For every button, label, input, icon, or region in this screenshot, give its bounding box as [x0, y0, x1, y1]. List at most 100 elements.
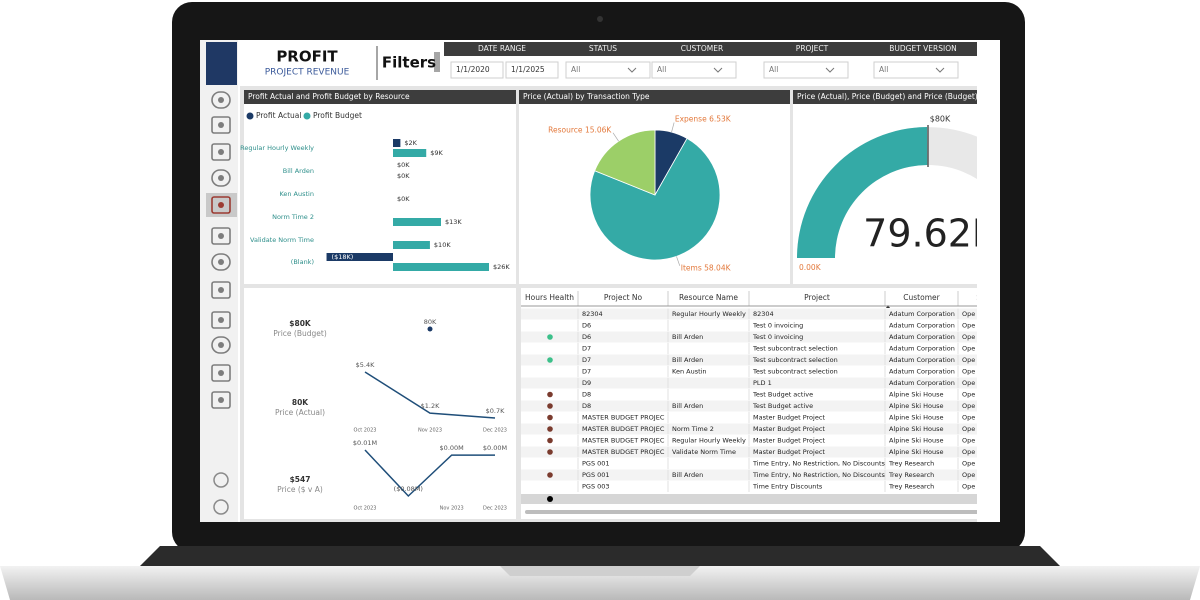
- nav-arrow: [213, 499, 229, 515]
- category-label: (Blank): [291, 258, 314, 266]
- category-label: Bill Arden: [283, 167, 314, 175]
- table-cell: PGS 001: [582, 471, 610, 479]
- filters-label: Filters: [382, 54, 436, 72]
- leader-line: [671, 122, 675, 133]
- nav-icon-dot: [218, 397, 224, 403]
- table-cell: Ope: [962, 414, 975, 422]
- kpi-value: 80K: [292, 398, 309, 407]
- table-cell: D8: [582, 391, 591, 399]
- table-cell: PGS 001: [582, 460, 610, 468]
- table-cell: Adatum Corporation: [889, 333, 955, 341]
- nav-icon: [211, 91, 231, 109]
- hinge: [140, 546, 1060, 566]
- nav-icon: [211, 281, 231, 299]
- table-cell: Validate Norm Time: [672, 448, 736, 456]
- kpi-title: Price (Budget): [273, 329, 327, 338]
- filter-label: STATUS: [589, 44, 617, 53]
- logo: [206, 42, 237, 85]
- table-cell: Ope: [962, 345, 975, 353]
- table-cell: D6: [582, 322, 591, 330]
- scrollbar: [525, 510, 977, 514]
- pie-label: Expense 6.53K: [675, 115, 732, 124]
- legend-swatch: [246, 112, 254, 120]
- column-header: Resource Name: [679, 293, 738, 302]
- category-label: Validate Norm Time: [250, 236, 314, 244]
- point-label: $0.00M: [440, 444, 464, 452]
- health-dot: [547, 334, 553, 340]
- x-tick-label: Dec 2023: [483, 506, 507, 512]
- date-from: 1/1/2020: [456, 65, 490, 74]
- legend-label: Profit Actual: [256, 111, 301, 120]
- table-cell: Test subcontract selection: [752, 368, 838, 376]
- table-cell: Alpine Ski House: [889, 391, 944, 399]
- kpi-value: $80K: [289, 319, 312, 328]
- table-cell: Regular Hourly Weekly: [672, 310, 746, 318]
- table-cell: D6: [582, 333, 591, 341]
- dropdown-chevron: [935, 67, 945, 73]
- leader-line: [676, 256, 681, 266]
- health-dot: [547, 414, 553, 421]
- health-dot: [547, 449, 553, 455]
- column-header: Stat: [976, 293, 991, 302]
- bar-label: $0K: [397, 195, 410, 203]
- pie-category: Items: [681, 264, 702, 273]
- kpi-value: $547: [290, 475, 311, 484]
- x-tick-label: Oct 2023: [354, 428, 377, 434]
- nav-icon: [211, 169, 231, 187]
- table-cell: Ope: [962, 471, 975, 479]
- table-cell: 82304: [582, 310, 603, 318]
- point-label: 80K: [424, 318, 437, 326]
- nav-icon: [211, 253, 231, 271]
- health-dot: [547, 391, 553, 398]
- total-health-dot: [547, 496, 553, 502]
- table-cell: Test 0 invoicing: [752, 322, 803, 330]
- nav-icon-dot: [218, 259, 224, 265]
- nav-icon-dot: [218, 122, 224, 128]
- bar: [393, 218, 441, 226]
- pie-label: Resource 15.06K: [548, 125, 612, 134]
- point-label: $0.00M: [483, 444, 507, 452]
- legend-label: Profit Budget: [313, 111, 362, 120]
- table-cell: Ope: [962, 483, 975, 491]
- table-cell: Bill Arden: [672, 471, 703, 479]
- table-cell: MASTER BUDGET PROJEC: [582, 437, 665, 445]
- table-cell: Bill Arden: [672, 333, 703, 341]
- gauge-target-label: $80K: [930, 115, 951, 124]
- table-cell: Ope: [962, 310, 975, 318]
- dropdown: [565, 61, 651, 79]
- table-cell: MASTER BUDGET PROJEC: [582, 414, 665, 422]
- table-cell: Adatum Corporation: [889, 356, 955, 364]
- bar-label: $10K: [434, 241, 451, 249]
- table-cell: MASTER BUDGET PROJEC: [582, 425, 665, 433]
- table-cell: Adatum Corporation: [889, 310, 955, 318]
- table-cell: Ope: [962, 368, 975, 376]
- health-dot: [547, 472, 553, 478]
- bar-label: $0K: [397, 172, 410, 180]
- pie-value: 6.53K: [709, 115, 732, 124]
- table-cell: Master Budget Project: [753, 425, 825, 433]
- table-cell: Alpine Ski House: [889, 448, 944, 456]
- nav-icon: [211, 364, 231, 382]
- column-header: Customer: [903, 293, 940, 302]
- nav-arrow: [213, 472, 229, 488]
- pie-value: 58.04K: [704, 264, 731, 273]
- nav-icon-dot: [218, 175, 224, 181]
- dropdown-chevron: [825, 67, 835, 73]
- x-tick-label: Oct 2023: [354, 506, 377, 512]
- table-cell: Ope: [962, 448, 975, 456]
- bar-label: $13K: [445, 218, 462, 226]
- bar: [393, 139, 401, 147]
- x-tick-label: Dec 2023: [483, 428, 507, 434]
- table-cell: Alpine Ski House: [889, 425, 944, 433]
- filter-label: DATE RANGE: [478, 44, 526, 53]
- point-label: ($0.08M): [394, 485, 423, 493]
- x-tick-label: Nov 2023: [440, 506, 464, 512]
- table-cell: Ope: [962, 379, 975, 387]
- table-cell: Test subcontract selection: [752, 356, 838, 364]
- table-cell: Trey Research: [888, 460, 934, 468]
- filter-label: CUSTOMER: [681, 44, 723, 53]
- table-cell: Norm Time 2: [672, 425, 714, 433]
- dropdown-chevron: [713, 67, 723, 73]
- table-cell: Adatum Corporation: [889, 322, 955, 330]
- table-cell: Adatum Corporation: [889, 379, 955, 387]
